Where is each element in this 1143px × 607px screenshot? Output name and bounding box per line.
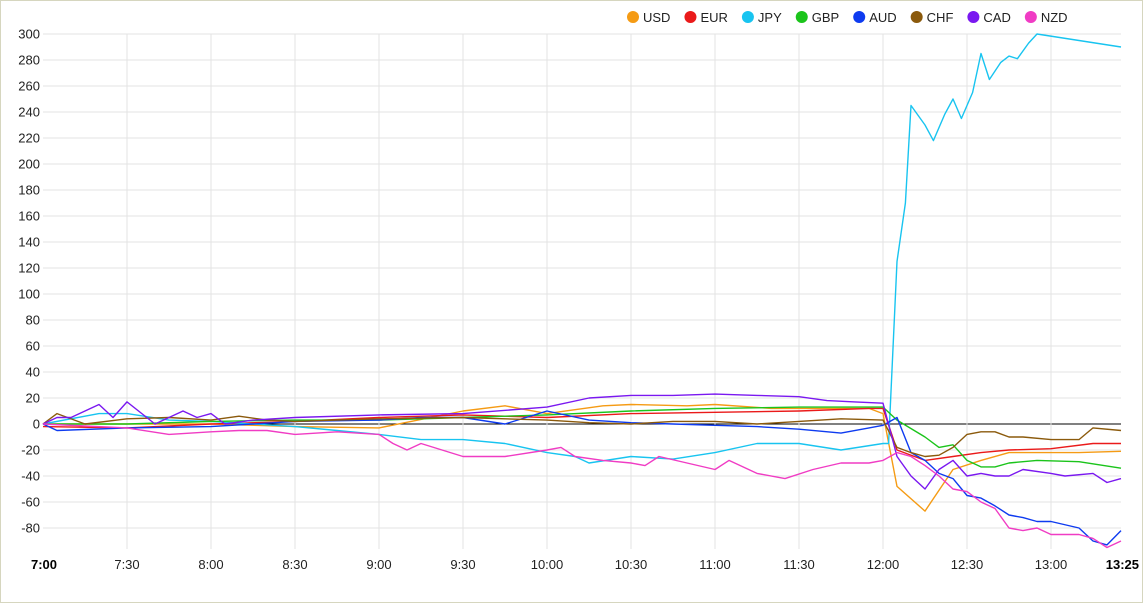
legend-label-usd[interactable]: USD [643,10,670,25]
legend-swatch-chf[interactable] [910,11,923,23]
y-tick-label: 140 [18,235,40,250]
y-tick-label: 120 [18,261,40,276]
series-line-jpy [42,33,1122,464]
x-tick-label: 8:00 [198,557,223,572]
x-tick-label: 11:30 [783,557,815,572]
x-tick-label: 9:30 [450,557,475,572]
series-line-cad [42,393,1122,490]
y-tick-label: 260 [18,79,40,94]
x-tick-label: 10:30 [615,557,648,572]
y-tick-label: 100 [18,287,40,302]
x-tick-label: 7:00 [31,557,57,572]
axes: 3002802602402202001801601401201008060402… [18,27,1139,573]
x-tick-label: 9:00 [366,557,391,572]
x-tick-label: 11:00 [699,557,731,572]
series-line-chf [42,412,1122,458]
legend-label-chf[interactable]: CHF [927,10,954,25]
legend-label-aud[interactable]: AUD [869,10,896,25]
series-lines [42,33,1122,549]
y-tick-label: -40 [21,469,40,484]
x-tick-label: 8:30 [282,557,307,572]
y-tick-label: 60 [26,339,40,354]
y-tick-label: -20 [21,443,40,458]
y-tick-label: 300 [18,27,40,42]
x-tick-label: 13:00 [1035,557,1068,572]
series-line-aud [42,410,1122,546]
y-tick-label: -80 [21,521,40,536]
y-tick-label: 240 [18,105,40,120]
series-line-usd [43,403,1122,512]
x-tick-label: 13:25 [1106,557,1139,572]
series-line-nzd [42,423,1122,549]
legend-swatch-gbp[interactable] [795,11,808,23]
y-tick-label: 160 [18,209,40,224]
y-tick-label: 80 [26,313,40,328]
legend-swatch-jpy[interactable] [741,11,754,23]
legend-label-gbp[interactable]: GBP [812,10,839,25]
legend: USD EUR JPY GBP AUD CHF CAD NZD [627,10,1068,25]
legend-label-cad[interactable]: CAD [983,10,1010,25]
x-tick-label: 10:00 [531,557,564,572]
grid [43,33,1121,549]
y-tick-label: 200 [18,157,40,172]
legend-swatch-aud[interactable] [853,11,866,23]
legend-swatch-cad[interactable] [967,11,980,23]
y-tick-label: 280 [18,53,40,68]
x-tick-label: 12:00 [867,557,900,572]
legend-label-jpy[interactable]: JPY [758,10,782,25]
x-tick-label: 12:30 [951,557,984,572]
y-tick-label: 40 [26,365,40,380]
y-tick-label: 20 [26,391,40,406]
y-tick-label: 180 [18,183,40,198]
legend-label-eur[interactable]: EUR [700,10,727,25]
legend-label-nzd[interactable]: NZD [1041,10,1068,25]
y-tick-label: -60 [21,495,40,510]
legend-swatch-nzd[interactable] [1024,11,1037,23]
x-tick-label: 7:30 [114,557,139,572]
y-tick-label: 0 [33,417,40,432]
legend-swatch-usd[interactable] [627,11,639,23]
legend-swatch-eur[interactable] [684,11,697,23]
y-tick-label: 220 [18,131,40,146]
